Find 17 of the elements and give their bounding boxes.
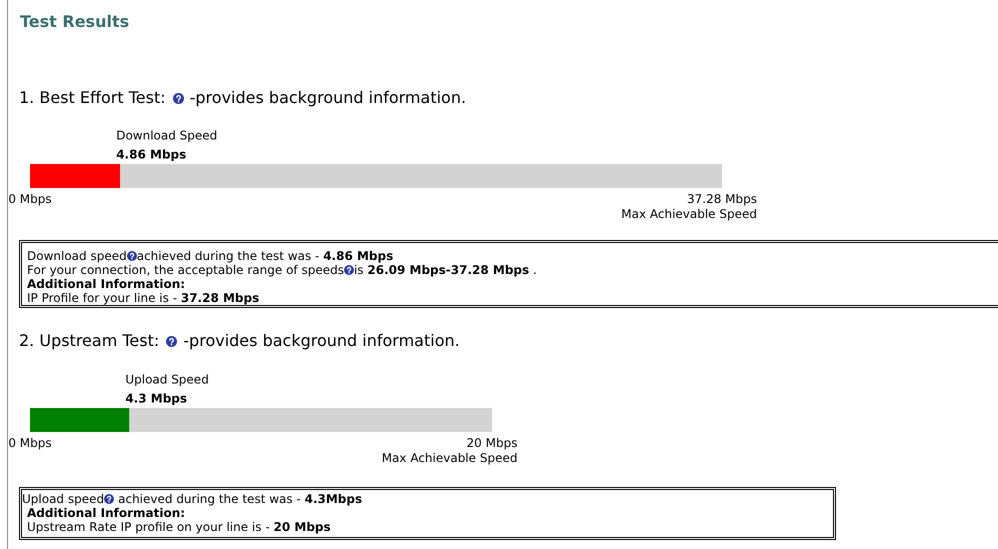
data-label: 4.3 Mbps [125, 392, 188, 406]
chart-subtitle: -provides background information. [190, 88, 466, 107]
y-tick-label: Download Speed [116, 128, 218, 142]
chart-title: 2. Upstream Test: [19, 331, 160, 350]
y-tick-label: Upload Speed [125, 372, 209, 386]
x-tick-label: 0 Mbps [8, 192, 52, 206]
data-label: 4.86 Mbps [116, 148, 186, 162]
x-tick-label: 0 Mbps [8, 436, 52, 450]
info-panel: Download speed achieved during the test was - 4.86 Mbps For your connection, the acceptable range of speeds is 26.09 Mbps-37.28 Mbps . Additional Information: IP Profile for your line is - 37.28 Mbps [19, 240, 998, 308]
x-tick-label: 20 Mbps [466, 436, 518, 450]
text: Test Results [20, 12, 130, 31]
x-axis-title: Max Achievable Speed [382, 451, 518, 465]
x-tick-label: 37.28 Mbps [686, 192, 758, 206]
x-axis-title: Max Achievable Speed [621, 207, 758, 221]
chart-subtitle: -provides background information. [183, 331, 460, 350]
chart-title: 1. Best Effort Test: [19, 88, 166, 107]
info-panel: Upload speed achieved during the test was - 4.3Mbps Additional Information: Upstream Rate IP profile on your line is - 20 Mbps [19, 487, 836, 540]
